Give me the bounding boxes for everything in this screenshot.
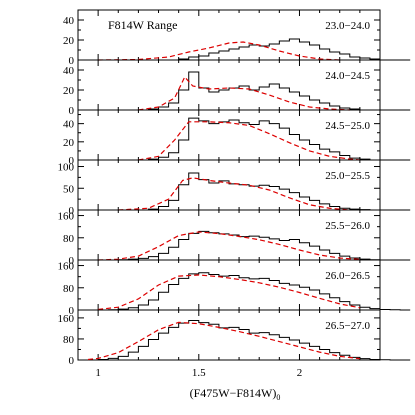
magnitude-range-label: 24.0−24.5 — [325, 70, 370, 82]
panel-2: 0 20 40 24.0−24.5 — [63, 59, 411, 117]
histogram-series — [98, 38, 411, 61]
fit-curve — [88, 321, 360, 361]
x-tick-label: 1.5 — [192, 367, 206, 379]
panel-7: 0 80 160 26.5−27.0 — [58, 309, 411, 367]
panel-frame — [77, 259, 381, 311]
fit-curve — [98, 231, 360, 261]
histogram-series — [98, 272, 411, 311]
x-axis-label: (F475W−F814W)0 — [190, 386, 281, 402]
y-tick-label: 0 — [69, 205, 75, 217]
y-tick-label: 80 — [63, 334, 75, 346]
y-tick-label: 0 — [69, 305, 75, 317]
histogram-series — [98, 172, 411, 211]
magnitude-range-label: 26.5−27.0 — [325, 320, 370, 332]
y-tick-label: 0 — [69, 355, 75, 367]
fit-curve — [118, 177, 350, 211]
y-tick-label: 80 — [63, 233, 75, 245]
magnitude-range-label: 23.0−24.0 — [325, 20, 370, 32]
y-tick-label: 40 — [63, 15, 75, 27]
panel-frame — [77, 59, 381, 111]
fit-curve — [98, 41, 340, 61]
x-tick-label: 2 — [297, 367, 303, 379]
magnitude-range-label: 26.0−26.5 — [325, 270, 370, 282]
panel-frame — [77, 159, 381, 211]
panel-frame — [77, 309, 381, 361]
histogram-series — [98, 117, 411, 161]
y-tick-label: 40 — [63, 65, 75, 77]
y-tick-label: 50 — [63, 183, 75, 195]
panel-5: 0 80 160 25.5−26.0 — [58, 209, 411, 267]
magnitude-range-label: 25.0−25.5 — [325, 170, 370, 182]
fit-curve — [98, 274, 360, 311]
chart-header: F814W Range — [108, 18, 177, 32]
y-tick-label: 100 — [58, 162, 75, 174]
fit-curve — [138, 75, 350, 111]
y-tick-label: 0 — [69, 105, 75, 117]
y-tick-label: 40 — [63, 119, 75, 131]
magnitude-range-label: 25.5−26.0 — [325, 220, 370, 232]
panel-3: 0 20 40 24.5−25.0 — [63, 109, 411, 167]
histogram-series — [98, 71, 411, 111]
panel-4: 0 50 100 25.0−25.5 — [58, 159, 411, 217]
x-axis-label-main: (F475W−F814W) — [190, 386, 277, 400]
magnitude-range-label: 24.5−25.0 — [325, 120, 370, 132]
y-tick-label: 160 — [58, 261, 75, 273]
y-tick-label: 80 — [63, 283, 75, 295]
y-tick-label: 160 — [58, 313, 75, 325]
x-tick-label: 1 — [95, 367, 101, 379]
y-tick-label: 20 — [63, 85, 75, 97]
panel-6: 0 80 160 26.0−26.5 — [58, 259, 411, 317]
panel-frame — [77, 109, 381, 161]
y-tick-label: 20 — [63, 35, 75, 47]
y-tick-label: 0 — [69, 155, 75, 167]
histogram-series — [98, 230, 411, 261]
y-tick-label: 160 — [58, 211, 75, 223]
y-tick-label: 0 — [69, 55, 75, 67]
fit-curve — [138, 121, 360, 161]
y-tick-label: 20 — [63, 137, 75, 149]
y-tick-label: 0 — [69, 255, 75, 267]
x-axis-label-subscript: 0 — [276, 393, 280, 402]
